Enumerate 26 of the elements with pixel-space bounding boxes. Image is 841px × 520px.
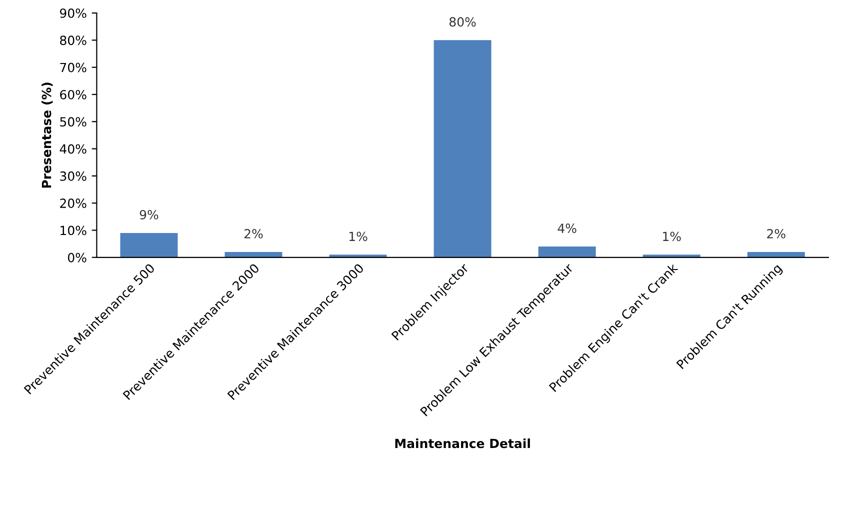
data-label: 1% xyxy=(349,232,368,242)
y-tick-label: 80% xyxy=(60,36,86,46)
y-tick-label: 60% xyxy=(60,90,86,100)
bar xyxy=(120,232,178,258)
data-label: 80% xyxy=(450,17,476,27)
x-axis-title: Maintenance Detail xyxy=(395,438,530,448)
data-label: 1% xyxy=(663,232,681,242)
y-tick-label: 90% xyxy=(60,8,86,18)
y-tick-label: 50% xyxy=(60,117,86,127)
bar xyxy=(224,252,282,258)
data-label: 4% xyxy=(558,224,576,234)
y-tick-label: 40% xyxy=(60,144,86,154)
bar xyxy=(642,254,700,258)
bar xyxy=(329,254,387,258)
data-label: 9% xyxy=(140,210,158,220)
y-tick-label: 10% xyxy=(60,226,86,236)
data-label: 2% xyxy=(767,228,786,238)
y-axis-title: Presentase (%) xyxy=(42,82,53,188)
bar xyxy=(538,246,596,258)
bar xyxy=(747,252,805,258)
y-tick-label: 30% xyxy=(60,171,86,181)
data-label: 2% xyxy=(244,228,263,238)
y-tick-label: 20% xyxy=(60,198,86,208)
bar xyxy=(434,40,492,258)
y-tick-label: 0% xyxy=(68,252,86,262)
y-tick-label: 70% xyxy=(60,62,86,72)
